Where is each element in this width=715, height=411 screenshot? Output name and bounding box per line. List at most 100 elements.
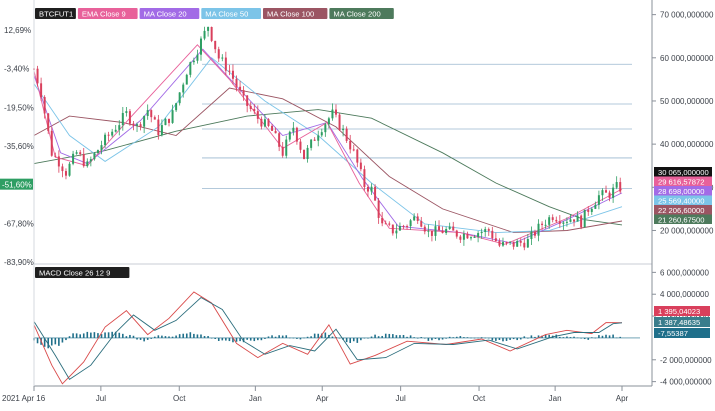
macd-histogram-bar	[413, 337, 415, 338]
macd-histogram-bar	[420, 337, 423, 338]
candle-body	[175, 103, 178, 111]
candle-body	[612, 187, 615, 198]
macd-histogram-bar	[246, 337, 248, 340]
candle-body	[40, 83, 43, 98]
macd-histogram-bar	[249, 337, 252, 341]
candle-body	[168, 118, 171, 123]
candle-body	[583, 209, 586, 228]
macd-histogram-bar	[232, 337, 234, 343]
candle-body	[196, 54, 199, 61]
right-axis-label: 60 000,000000	[660, 54, 714, 63]
candle-body	[278, 133, 281, 147]
candle-body	[192, 60, 195, 63]
candle-body	[47, 113, 50, 131]
candle-body	[221, 57, 224, 59]
candle-body	[207, 27, 210, 31]
left-axis-label: -51,60%	[2, 181, 32, 190]
candle-body	[477, 233, 480, 237]
price-tag-box	[654, 205, 712, 215]
macd-histogram-bar	[93, 332, 96, 338]
candle-body	[473, 236, 476, 238]
macd-histogram-bar	[406, 336, 408, 338]
legend-label: MA Close 20	[144, 10, 187, 19]
macd-histogram-bar	[82, 333, 85, 338]
macd-histogram-bar	[107, 332, 110, 338]
candle-body	[111, 131, 114, 136]
legend-swatch	[201, 8, 261, 19]
macd-tag-label: 1 387,48635	[658, 318, 700, 327]
price-tag-label: 28 698,00000	[658, 187, 704, 196]
macd-right-axis: 6 000,000000 4 000,000000 2 000,000000 -2 0…	[652, 268, 712, 387]
macd-histogram-bar	[86, 331, 89, 338]
macd-histogram-bar	[157, 335, 160, 338]
candle-body	[402, 225, 405, 227]
macd-histogram-bar	[146, 337, 149, 340]
macd-histogram-bar	[502, 337, 504, 342]
candle-body	[235, 78, 238, 87]
candle-body	[82, 154, 85, 167]
macd-histogram-bar	[591, 337, 593, 338]
x-axis-label: Apr	[316, 394, 329, 403]
candle-body	[448, 226, 451, 230]
candle-body	[171, 110, 174, 123]
macd-histogram-bar	[374, 334, 376, 338]
candle-body	[139, 124, 142, 127]
candle-body	[68, 163, 71, 176]
macd-histogram-bar	[324, 332, 327, 338]
candle-body	[608, 192, 611, 198]
macd-histogram-bar	[484, 337, 487, 339]
macd-histogram-bar	[207, 336, 209, 338]
macd-histogram-bar	[97, 333, 99, 338]
candle-body	[263, 119, 266, 127]
candle-body	[96, 150, 99, 154]
macd-histogram-bar	[619, 336, 622, 338]
macd-histogram-bar	[463, 337, 465, 338]
candle-body	[299, 141, 302, 150]
macd-histogram-bar	[285, 335, 288, 338]
macd-histogram-bar	[367, 337, 369, 339]
macd-histogram-bar	[143, 337, 145, 342]
macd-histogram-bar	[527, 337, 529, 339]
candle-body	[352, 149, 355, 151]
macd-histogram-bar	[257, 337, 259, 341]
macd-histogram-bar	[79, 334, 81, 338]
macd-histogram-bar	[534, 336, 536, 338]
macd-histogram-bar	[395, 335, 398, 338]
macd-axis-label: 2 000,000000	[660, 312, 709, 321]
candle-body	[320, 132, 323, 136]
macd-histogram-bar	[580, 337, 582, 339]
candle-body	[295, 127, 298, 142]
candle-body	[562, 222, 565, 224]
price-tag-box	[654, 195, 712, 205]
macd-histogram-bar	[104, 332, 106, 338]
candle-body	[72, 153, 75, 164]
candle-body	[580, 215, 583, 228]
macd-histogram-bar	[459, 336, 462, 338]
macd-histogram-bar	[58, 337, 60, 346]
candle-body	[619, 182, 622, 192]
candle-body	[342, 128, 345, 131]
macd-histogram-bar	[509, 337, 511, 340]
macd-histogram-bar	[349, 337, 352, 343]
candle-body	[310, 139, 313, 148]
candle-body	[377, 200, 380, 218]
candle-body	[253, 108, 256, 112]
candle-body	[199, 38, 202, 55]
candle-body	[505, 242, 508, 244]
macd-histogram-bar	[505, 337, 508, 341]
candle-body	[292, 127, 295, 132]
macd-histogram-bar	[573, 336, 575, 338]
candle-body	[573, 219, 576, 222]
macd-series-line	[33, 291, 623, 385]
candle-body	[569, 219, 572, 222]
macd-histogram-bar	[150, 337, 153, 339]
candle-body	[185, 74, 188, 85]
macd-histogram-bar	[122, 333, 124, 338]
candle-body	[438, 226, 441, 231]
candle-body	[388, 223, 391, 225]
macd-tag-box	[654, 306, 710, 316]
macd-histogram-bar	[210, 337, 213, 339]
macd-histogram-bar	[168, 336, 170, 338]
macd-histogram-bar	[175, 335, 177, 338]
macd-histogram-bar	[566, 336, 568, 338]
